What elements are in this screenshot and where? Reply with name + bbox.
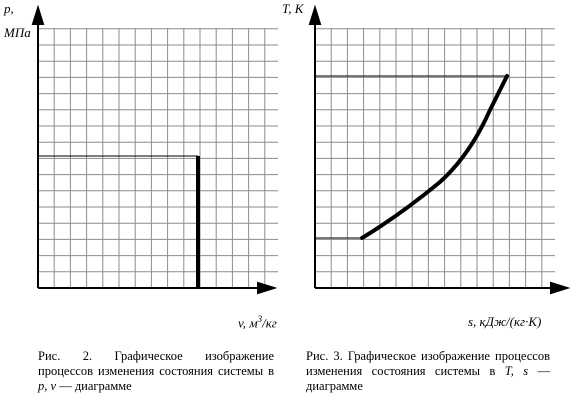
pv-x-label-suffix: /кг bbox=[262, 315, 277, 331]
ts-x-arrow-icon bbox=[550, 281, 571, 295]
pv-caption: Рис. 2. Графическое изображение процессо… bbox=[38, 349, 274, 394]
ts-caption: Рис. 3. Графическое изображение процессо… bbox=[306, 349, 550, 394]
pv-x-label-sup: 3 bbox=[257, 314, 263, 324]
pv-x-arrow-icon bbox=[257, 281, 278, 295]
pv-y-arrow-icon bbox=[31, 4, 45, 25]
ts-caption-vars: T, s bbox=[504, 364, 529, 378]
pv-axes bbox=[31, 4, 278, 295]
pv-caption-tail: — диаграмме bbox=[56, 379, 132, 393]
ts-grid bbox=[315, 28, 555, 288]
ts-y-label: T, К bbox=[282, 1, 304, 16]
pv-grid bbox=[38, 28, 278, 288]
ts-axes bbox=[308, 4, 571, 295]
pv-x-label: v, м3/кг bbox=[238, 314, 277, 331]
pv-x-label-prefix: v, м bbox=[238, 315, 258, 331]
pv-y-label: p, bbox=[4, 1, 14, 16]
ts-caption-text: Рис. 3. Графическое изображение процессо… bbox=[306, 349, 550, 378]
pv-caption-vars: p, v bbox=[38, 379, 57, 393]
ts-caption-tail: — диаграмме bbox=[306, 364, 550, 393]
ts-y-arrow-icon bbox=[308, 4, 322, 25]
pv-caption-text: Рис. 2. Графическое изображение процессо… bbox=[38, 349, 274, 378]
ts-x-label: s, кДж/(кг·К) bbox=[468, 314, 542, 329]
ts-process-curve bbox=[360, 74, 509, 240]
pv-y-unit: МПа bbox=[4, 25, 31, 40]
